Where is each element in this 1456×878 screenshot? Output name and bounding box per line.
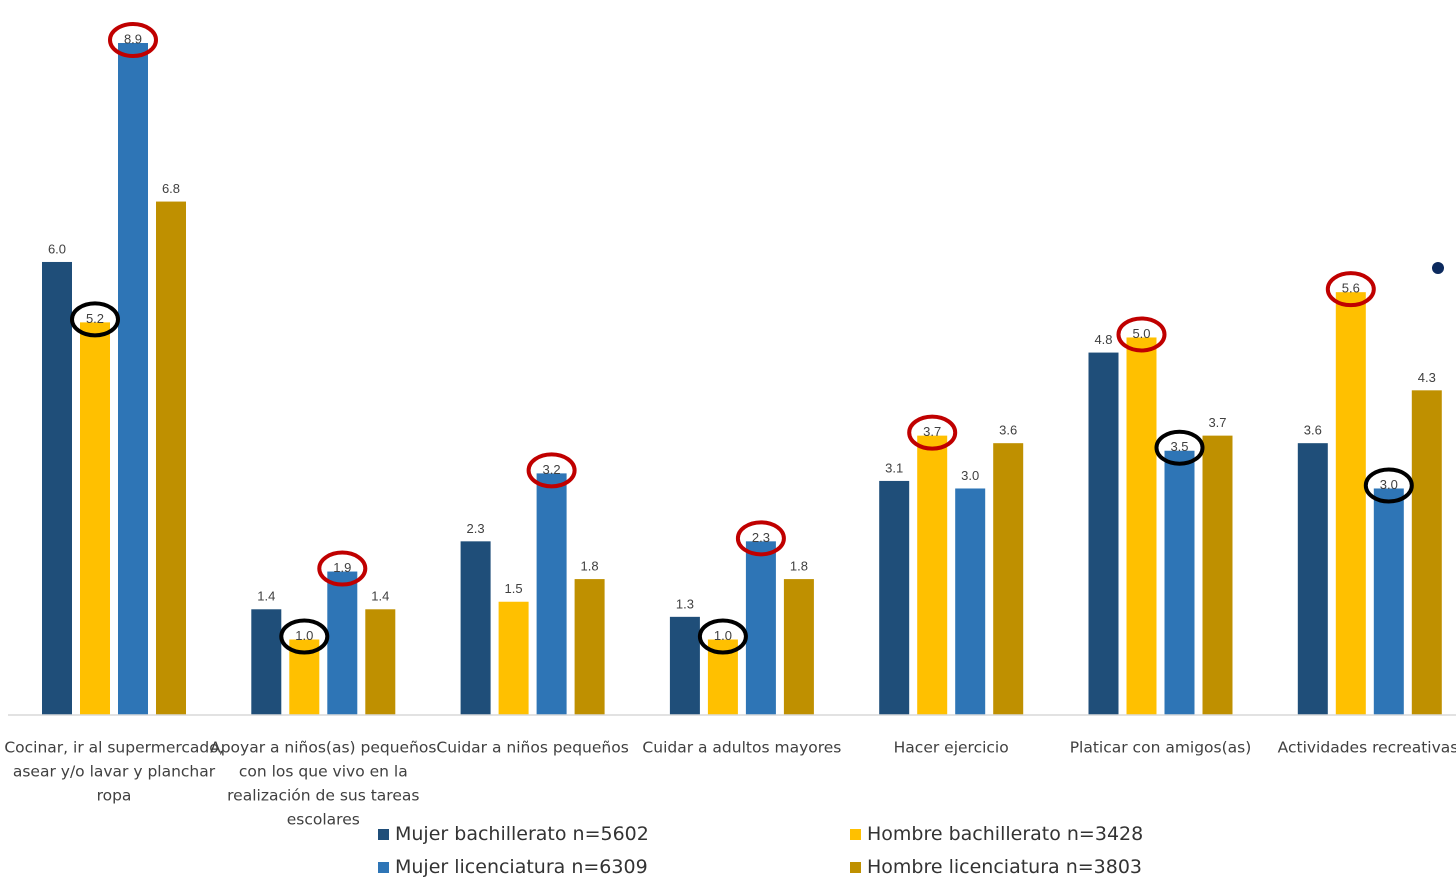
category-label: ropa [97, 787, 132, 805]
bar-value-label: 1.8 [790, 559, 808, 574]
bar [1411, 390, 1442, 715]
bar-value-label: 3.6 [1304, 423, 1322, 438]
bar [669, 616, 700, 715]
bar-value-label: 6.0 [48, 241, 66, 256]
bar [118, 43, 148, 715]
bar [574, 579, 605, 715]
bar-value-label: 6.8 [162, 181, 180, 196]
category-label: Cocinar, ir al supermercado, [4, 739, 223, 757]
bar [879, 480, 910, 715]
category-labels-layer: Cocinar, ir al supermercado, asear y/o la… [4, 739, 1456, 829]
bar-value-label: 3.0 [1380, 477, 1398, 492]
bar-value-label: 1.5 [505, 581, 523, 596]
bar [1373, 488, 1404, 715]
category-label: realización de sus tareas [227, 787, 419, 805]
bar [460, 541, 491, 715]
bar-value-label: 2.3 [752, 530, 770, 545]
highlight-circle-red [108, 22, 158, 58]
category-label: con los que vivo en la [239, 763, 408, 781]
bar-value-label: 5.0 [1132, 326, 1150, 341]
bar [156, 201, 186, 716]
category-label: Apoyar a niños(as) pequeños [210, 739, 436, 757]
bar-value-label: 1.4 [257, 589, 275, 604]
bar [993, 443, 1024, 715]
bar-value-label: 3.7 [1208, 415, 1226, 430]
bar [251, 609, 282, 715]
bar-value-label: 1.0 [714, 628, 732, 643]
highlight-circle-black [1154, 429, 1205, 466]
marker-dot [1432, 262, 1444, 274]
bar-value-label: 1.4 [371, 589, 389, 604]
highlight-circle-red [907, 414, 958, 451]
category-label: asear y/o lavar y planchar [13, 763, 216, 781]
bar [745, 541, 776, 715]
bar-value-label: 8.9 [124, 31, 142, 46]
bar [1335, 292, 1366, 715]
bar-value-label: 3.5 [1170, 439, 1188, 454]
bar-value-label: 1.9 [333, 560, 351, 575]
category-label: Platicar con amigos(as) [1070, 739, 1252, 757]
bar [1202, 435, 1233, 715]
bar [536, 473, 567, 715]
highlight-circle-black [697, 618, 748, 655]
bar [1297, 443, 1328, 715]
bar [327, 571, 358, 715]
bar-value-label: 1.0 [295, 628, 313, 643]
highlight-circle-red [1325, 271, 1376, 308]
bar [1088, 352, 1119, 715]
highlight-circle-black [1363, 467, 1414, 504]
bars-layer [42, 43, 1442, 716]
highlight-circle-black [279, 618, 330, 655]
bar [80, 322, 110, 715]
bar-value-label: 1.8 [581, 559, 599, 574]
bar-value-label: 3.1 [885, 460, 903, 475]
bar [42, 261, 72, 715]
bar [955, 488, 986, 715]
highlight-circle-red [1116, 316, 1167, 353]
highlight-circle-red [317, 550, 368, 587]
category-label: Cuidar a niños pequeños [436, 739, 628, 757]
value-labels-layer: 6.0 5.2 8.9 6.8 1.4 1.0 1.9 1.4 2.3 1.5 3.2 1.8 1.3 1… [48, 31, 1436, 642]
bar [365, 609, 396, 715]
bar-value-label: 1.3 [676, 596, 694, 611]
highlight-circle-red [526, 452, 577, 489]
bar [917, 435, 948, 715]
bar-value-label: 4.3 [1418, 370, 1436, 385]
bar [783, 579, 814, 715]
bar [1126, 337, 1157, 715]
category-label: Actividades recreativas [1278, 739, 1456, 757]
bar [498, 601, 529, 715]
bar-value-label: 3.0 [961, 468, 979, 483]
bar-value-label: 4.8 [1094, 332, 1112, 347]
highlight-circle-red [735, 520, 786, 557]
bar-value-label: 3.7 [923, 424, 941, 439]
category-label: Cuidar a adultos mayores [642, 739, 841, 757]
bar-value-label: 2.3 [467, 521, 485, 536]
highlight-circles-layer [70, 22, 1414, 655]
bar-value-label: 3.6 [999, 423, 1017, 438]
highlight-circle-black [70, 301, 120, 338]
bar-value-label: 5.6 [1342, 281, 1360, 296]
bar-value-label: 3.2 [543, 462, 561, 477]
category-label: Hacer ejercicio [894, 739, 1009, 757]
category-label: escolares [287, 811, 360, 829]
bar-value-label: 5.2 [86, 311, 104, 326]
bar [1164, 450, 1195, 715]
